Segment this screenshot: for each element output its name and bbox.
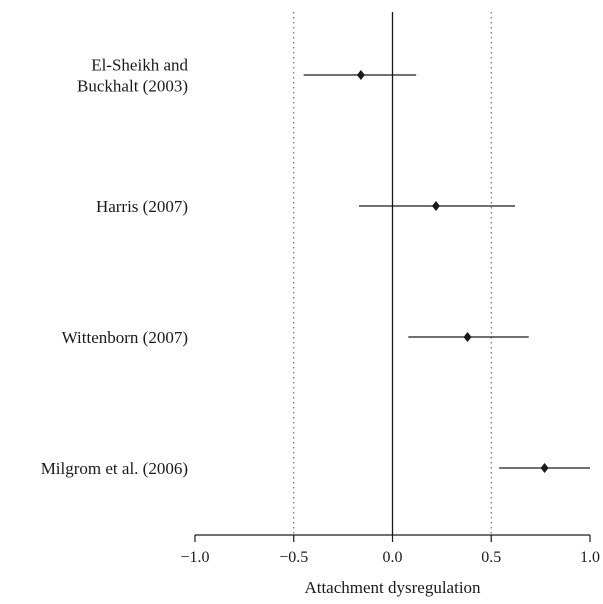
study-label: Wittenborn (2007) <box>62 328 188 347</box>
x-tick-label: 0.5 <box>481 549 501 566</box>
point-estimate <box>356 70 365 80</box>
point-estimate <box>540 463 549 473</box>
x-tick-label: 0.0 <box>383 549 403 566</box>
x-axis: −1.0 −0.5 0.0 0.5 1.0 <box>180 534 600 566</box>
study-row: Milgrom et al. (2006) <box>41 459 590 478</box>
study-label: El-Sheikh and <box>91 56 188 75</box>
reference-lines <box>293 12 492 535</box>
study-label: Harris (2007) <box>96 197 188 216</box>
study-row: El-Sheikh and Buckhalt (2003) <box>77 56 417 96</box>
x-tick-label: 1.0 <box>580 549 600 566</box>
study-row: Wittenborn (2007) <box>62 328 529 347</box>
x-axis-label: Attachment dysregulation <box>304 578 481 597</box>
study-row: Harris (2007) <box>96 197 515 216</box>
x-tick-label: −1.0 <box>180 549 209 566</box>
study-label: Milgrom et al. (2006) <box>41 459 188 478</box>
study-rows: El-Sheikh and Buckhalt (2003) Harris (2007… <box>41 56 590 478</box>
point-estimate <box>431 201 440 211</box>
point-estimate <box>463 332 472 342</box>
x-tick-label: −0.5 <box>279 549 308 566</box>
study-label: Buckhalt (2003) <box>77 77 188 96</box>
